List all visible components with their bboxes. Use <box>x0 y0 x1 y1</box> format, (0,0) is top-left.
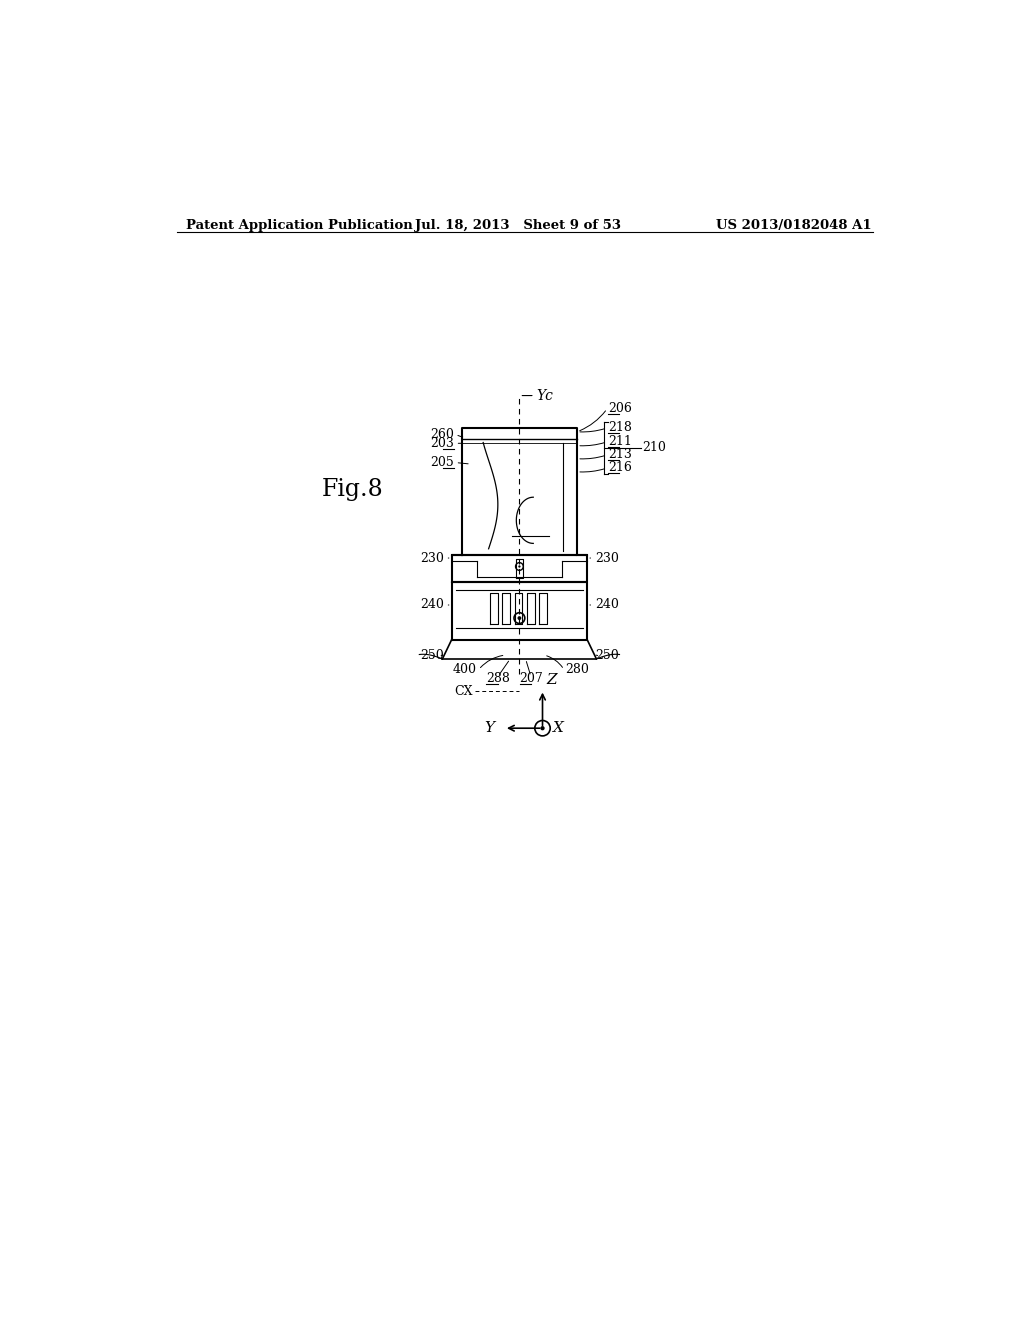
Text: Patent Application Publication: Patent Application Publication <box>186 219 413 232</box>
Text: 240: 240 <box>420 598 444 611</box>
Text: Y: Y <box>484 721 495 735</box>
Circle shape <box>518 565 520 568</box>
Circle shape <box>515 562 523 570</box>
Circle shape <box>535 721 550 737</box>
Text: 213: 213 <box>608 449 632 462</box>
Text: Fig.8: Fig.8 <box>322 478 383 502</box>
Text: 400: 400 <box>453 663 477 676</box>
Text: 210: 210 <box>643 441 667 454</box>
Text: 288: 288 <box>486 672 510 685</box>
Text: Z: Z <box>547 673 557 686</box>
Text: 250: 250 <box>420 648 444 661</box>
Text: 206: 206 <box>608 403 632 416</box>
Text: X: X <box>553 721 564 735</box>
Text: US 2013/0182048 A1: US 2013/0182048 A1 <box>716 219 871 232</box>
Text: 280: 280 <box>565 663 590 676</box>
Text: 218: 218 <box>608 421 632 434</box>
Text: CX: CX <box>455 685 473 698</box>
Text: 207: 207 <box>519 672 543 685</box>
Text: 205: 205 <box>430 455 454 469</box>
Text: Jul. 18, 2013   Sheet 9 of 53: Jul. 18, 2013 Sheet 9 of 53 <box>416 219 622 232</box>
Text: 203: 203 <box>430 437 454 450</box>
Text: 230: 230 <box>420 552 444 565</box>
Text: 250: 250 <box>595 648 618 661</box>
Text: 230: 230 <box>595 552 618 565</box>
Circle shape <box>517 616 521 620</box>
Text: 260: 260 <box>430 428 454 441</box>
Text: 240: 240 <box>595 598 618 611</box>
Text: 216: 216 <box>608 462 632 474</box>
Text: Yc: Yc <box>537 388 553 403</box>
Circle shape <box>514 612 525 623</box>
Text: 211: 211 <box>608 436 632 449</box>
Circle shape <box>541 726 545 730</box>
